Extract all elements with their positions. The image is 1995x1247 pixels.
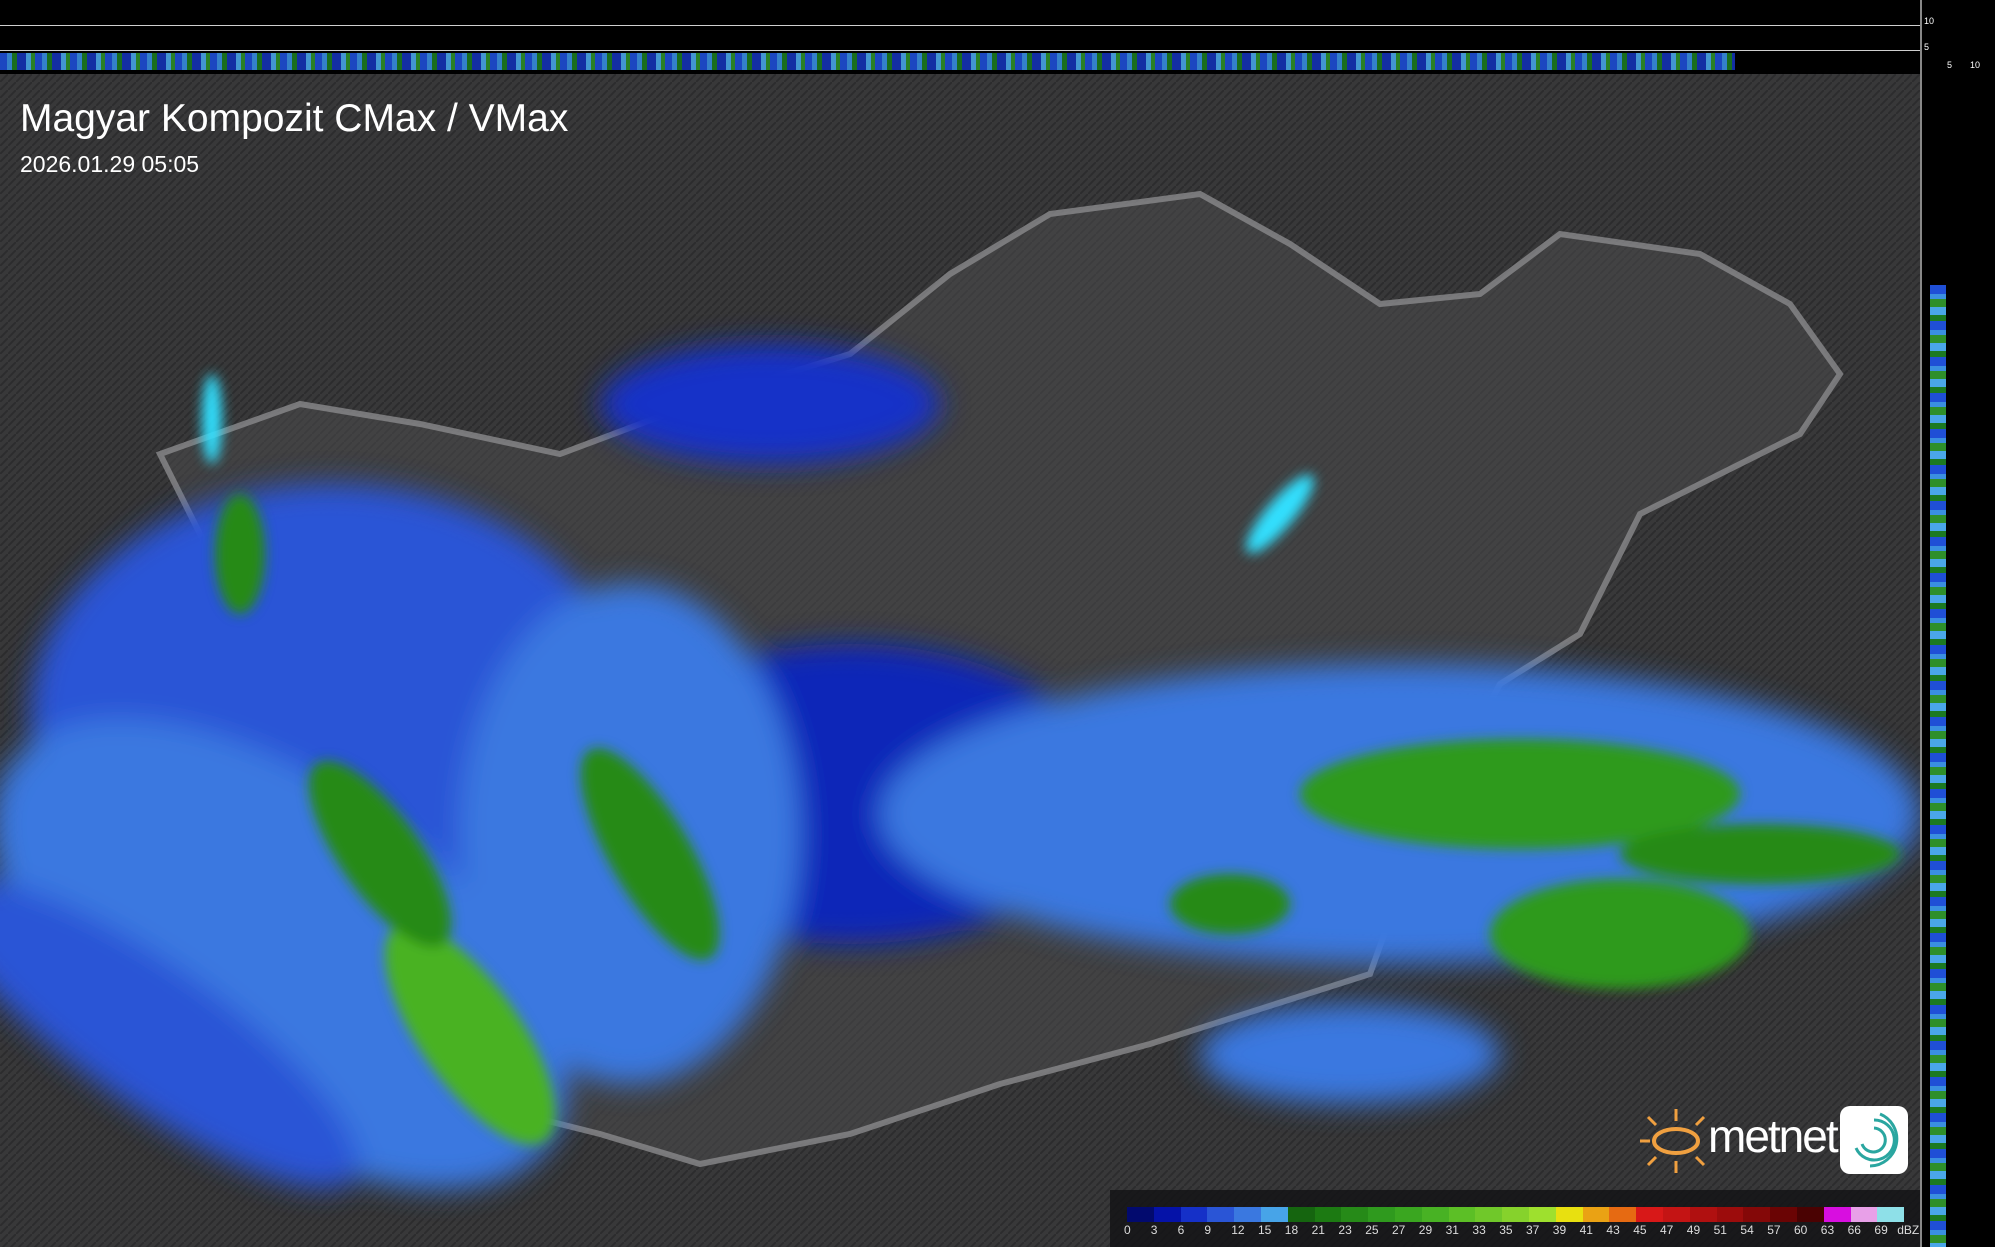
legend-swatch bbox=[1689, 1207, 1717, 1222]
legend-label: 45 bbox=[1633, 1223, 1647, 1237]
legend-label: 69 bbox=[1874, 1223, 1888, 1237]
tick-label: 10 bbox=[1970, 60, 1981, 70]
legend-swatch bbox=[1287, 1207, 1315, 1222]
legend-label: 23 bbox=[1338, 1223, 1352, 1237]
legend-label: 51 bbox=[1713, 1223, 1727, 1237]
legend-swatch bbox=[1609, 1207, 1637, 1222]
legend-color-bar bbox=[1127, 1207, 1905, 1222]
metnet-logo: metnet bbox=[1638, 1105, 1918, 1177]
legend-label: 57 bbox=[1767, 1223, 1781, 1237]
logo-text: metnet bbox=[1708, 1110, 1839, 1162]
legend-label: 31 bbox=[1445, 1223, 1459, 1237]
legend-swatch bbox=[1716, 1207, 1744, 1222]
side-profile-panel: 5 10 bbox=[1920, 0, 1995, 1247]
legend-swatch bbox=[1877, 1207, 1905, 1222]
legend-label: 6 bbox=[1177, 1223, 1185, 1237]
tick-label: 10 bbox=[1924, 16, 1935, 26]
legend-swatch bbox=[1796, 1207, 1824, 1222]
legend-label: 27 bbox=[1392, 1223, 1406, 1237]
legend-swatch bbox=[1234, 1207, 1261, 1222]
app-icon bbox=[1840, 1106, 1908, 1174]
top-profile-echo bbox=[0, 53, 1735, 70]
legend-label: 3 bbox=[1150, 1223, 1158, 1237]
legend-swatch bbox=[1314, 1207, 1342, 1222]
legend-label: 63 bbox=[1820, 1223, 1835, 1237]
legend-label: 18 bbox=[1284, 1223, 1299, 1237]
legend-swatch bbox=[1528, 1207, 1556, 1222]
side-profile-echo bbox=[1930, 285, 1946, 1247]
legend-swatch bbox=[1421, 1207, 1449, 1222]
radar-map[interactable] bbox=[0, 74, 1920, 1247]
legend-swatch bbox=[1127, 1207, 1154, 1222]
legend-swatch bbox=[1823, 1207, 1851, 1222]
legend-swatch bbox=[1582, 1207, 1610, 1222]
legend-label: 66 bbox=[1847, 1223, 1861, 1237]
legend-label: 54 bbox=[1740, 1223, 1754, 1237]
legend-unit: dBZ bbox=[1897, 1223, 1920, 1237]
legend-label: 0 bbox=[1124, 1223, 1131, 1237]
legend-swatch bbox=[1475, 1207, 1503, 1222]
legend-label: 33 bbox=[1472, 1223, 1486, 1237]
legend-labels: 0 3 6 9 12 15 18 21 23 25 27 29 31 33 35 37 39 41 43 45 47 49… bbox=[1124, 1223, 1920, 1241]
legend-swatch bbox=[1555, 1207, 1583, 1222]
legend-swatch bbox=[1207, 1207, 1235, 1222]
legend-swatch bbox=[1341, 1207, 1369, 1222]
legend-label: 39 bbox=[1552, 1223, 1567, 1237]
profile-gridline bbox=[0, 50, 1920, 51]
map-timestamp: 2026.01.29 05:05 bbox=[20, 151, 200, 177]
legend-label: 35 bbox=[1499, 1223, 1513, 1237]
map-title: Magyar Kompozit CMax / VMax bbox=[20, 97, 569, 140]
legend-label: 21 bbox=[1311, 1223, 1325, 1237]
legend-swatch bbox=[1636, 1207, 1663, 1222]
top-profile-panel bbox=[0, 0, 1920, 74]
legend-label: 15 bbox=[1258, 1223, 1272, 1237]
legend-swatch bbox=[1662, 1207, 1690, 1222]
legend-swatch bbox=[1743, 1207, 1771, 1222]
map-canvas bbox=[0, 74, 1920, 1247]
legend-label: 25 bbox=[1365, 1223, 1379, 1237]
legend-swatch bbox=[1448, 1207, 1476, 1222]
tick-label: 5 bbox=[1924, 42, 1930, 52]
legend-swatch bbox=[1180, 1207, 1208, 1222]
legend-label: 29 bbox=[1418, 1223, 1433, 1237]
legend-label: 37 bbox=[1526, 1223, 1540, 1237]
profile-gridline bbox=[0, 25, 1920, 26]
heavier-echoes bbox=[202, 374, 1900, 1145]
legend-label: 43 bbox=[1606, 1223, 1620, 1237]
legend-swatch bbox=[1770, 1207, 1797, 1222]
legend-label: 49 bbox=[1686, 1223, 1701, 1237]
legend-swatch bbox=[1502, 1207, 1529, 1222]
legend-swatch bbox=[1260, 1207, 1288, 1222]
legend-label: 9 bbox=[1204, 1223, 1212, 1237]
legend-label: 47 bbox=[1660, 1223, 1674, 1237]
legend-label: 41 bbox=[1579, 1223, 1593, 1237]
legend-swatch bbox=[1394, 1207, 1422, 1222]
legend-label: 60 bbox=[1794, 1223, 1808, 1237]
sun-icon bbox=[1640, 1109, 1706, 1173]
legend-swatch bbox=[1153, 1207, 1181, 1222]
dbz-legend: 0 3 6 9 12 15 18 21 23 25 27 29 31 33 35 37 39 41 43 45 47 49… bbox=[1110, 1190, 1920, 1247]
legend-swatch bbox=[1368, 1207, 1395, 1222]
legend-label: 12 bbox=[1231, 1223, 1245, 1237]
tick-label: 5 bbox=[1947, 60, 1953, 70]
legend-swatch bbox=[1850, 1207, 1878, 1222]
